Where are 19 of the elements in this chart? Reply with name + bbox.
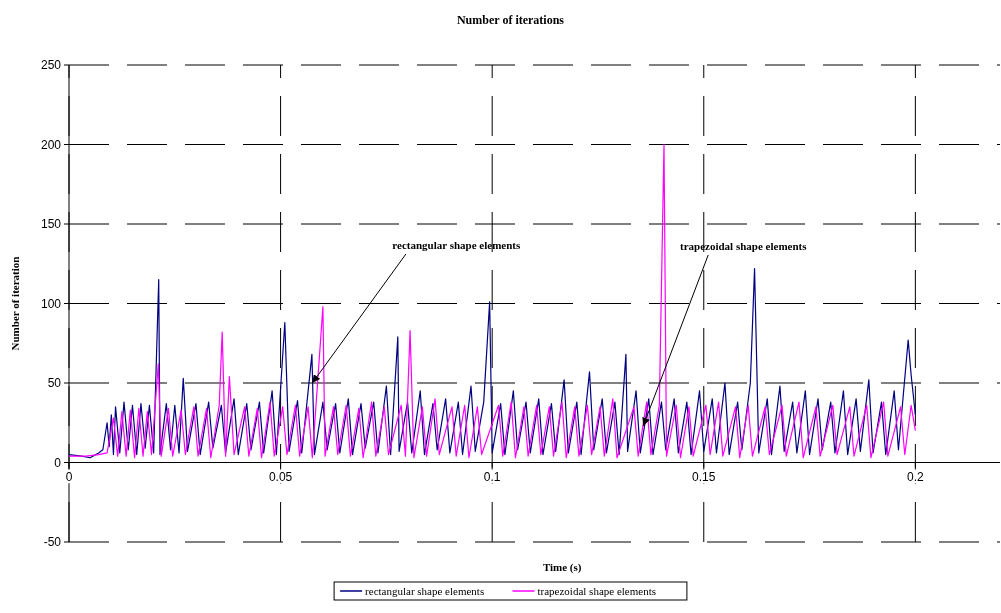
y-tick-label: 150 — [40, 217, 62, 232]
legend-label: trapezoidal shape elements — [537, 585, 657, 597]
x-tick-label: 0.15 — [692, 469, 716, 484]
x-axis-title: Time (s) — [542, 561, 582, 574]
y-tick-label: 250 — [40, 58, 62, 73]
legend-label: rectangular shape elements — [365, 585, 485, 597]
y-tick-label: 200 — [40, 137, 62, 152]
y-tick-label: 0 — [54, 455, 62, 470]
y-axis-title: Number of iteration — [9, 256, 21, 351]
x-tick-label: 0.1 — [483, 469, 501, 484]
y-tick-label: -50 — [43, 535, 62, 550]
x-tick-label: 0.2 — [907, 469, 925, 484]
line-series — [68, 143, 916, 459]
chart-title: Number of iterations — [456, 13, 565, 27]
y-tick-label: 50 — [47, 376, 62, 391]
line-series — [68, 267, 916, 459]
x-tick-label: 0 — [65, 469, 73, 484]
x-tick-label: 0.05 — [268, 469, 293, 484]
y-tick-label: 100 — [40, 296, 62, 311]
